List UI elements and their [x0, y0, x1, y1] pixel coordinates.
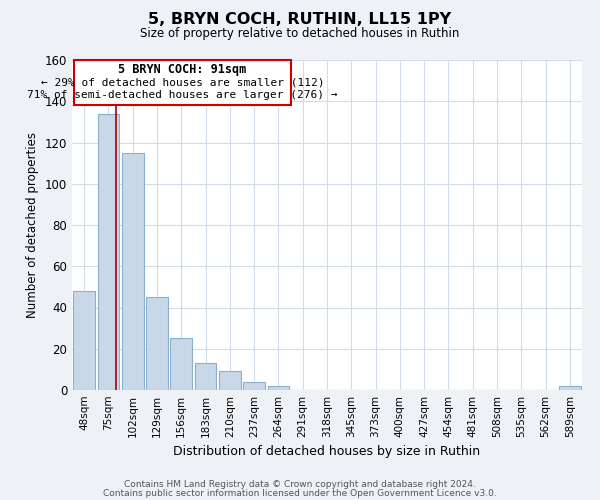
- Bar: [97, 114, 119, 390]
- X-axis label: Distribution of detached houses by size in Ruthin: Distribution of detached houses by size …: [173, 446, 481, 458]
- Text: Contains public sector information licensed under the Open Government Licence v3: Contains public sector information licen…: [103, 488, 497, 498]
- Bar: [74, 60, 290, 106]
- Bar: [122, 153, 143, 390]
- Bar: [146, 297, 168, 390]
- Text: ← 29% of detached houses are smaller (112): ← 29% of detached houses are smaller (11…: [41, 78, 324, 88]
- Bar: [194, 363, 217, 390]
- Y-axis label: Number of detached properties: Number of detached properties: [26, 132, 39, 318]
- Bar: [73, 291, 95, 390]
- Bar: [170, 338, 192, 390]
- Bar: [559, 386, 581, 390]
- Text: Size of property relative to detached houses in Ruthin: Size of property relative to detached ho…: [140, 28, 460, 40]
- Text: 5 BRYN COCH: 91sqm: 5 BRYN COCH: 91sqm: [118, 64, 247, 76]
- Bar: [219, 372, 241, 390]
- Text: 71% of semi-detached houses are larger (276) →: 71% of semi-detached houses are larger (…: [27, 90, 338, 101]
- Bar: [243, 382, 265, 390]
- Text: Contains HM Land Registry data © Crown copyright and database right 2024.: Contains HM Land Registry data © Crown c…: [124, 480, 476, 489]
- Text: 5, BRYN COCH, RUTHIN, LL15 1PY: 5, BRYN COCH, RUTHIN, LL15 1PY: [148, 12, 452, 28]
- Bar: [268, 386, 289, 390]
